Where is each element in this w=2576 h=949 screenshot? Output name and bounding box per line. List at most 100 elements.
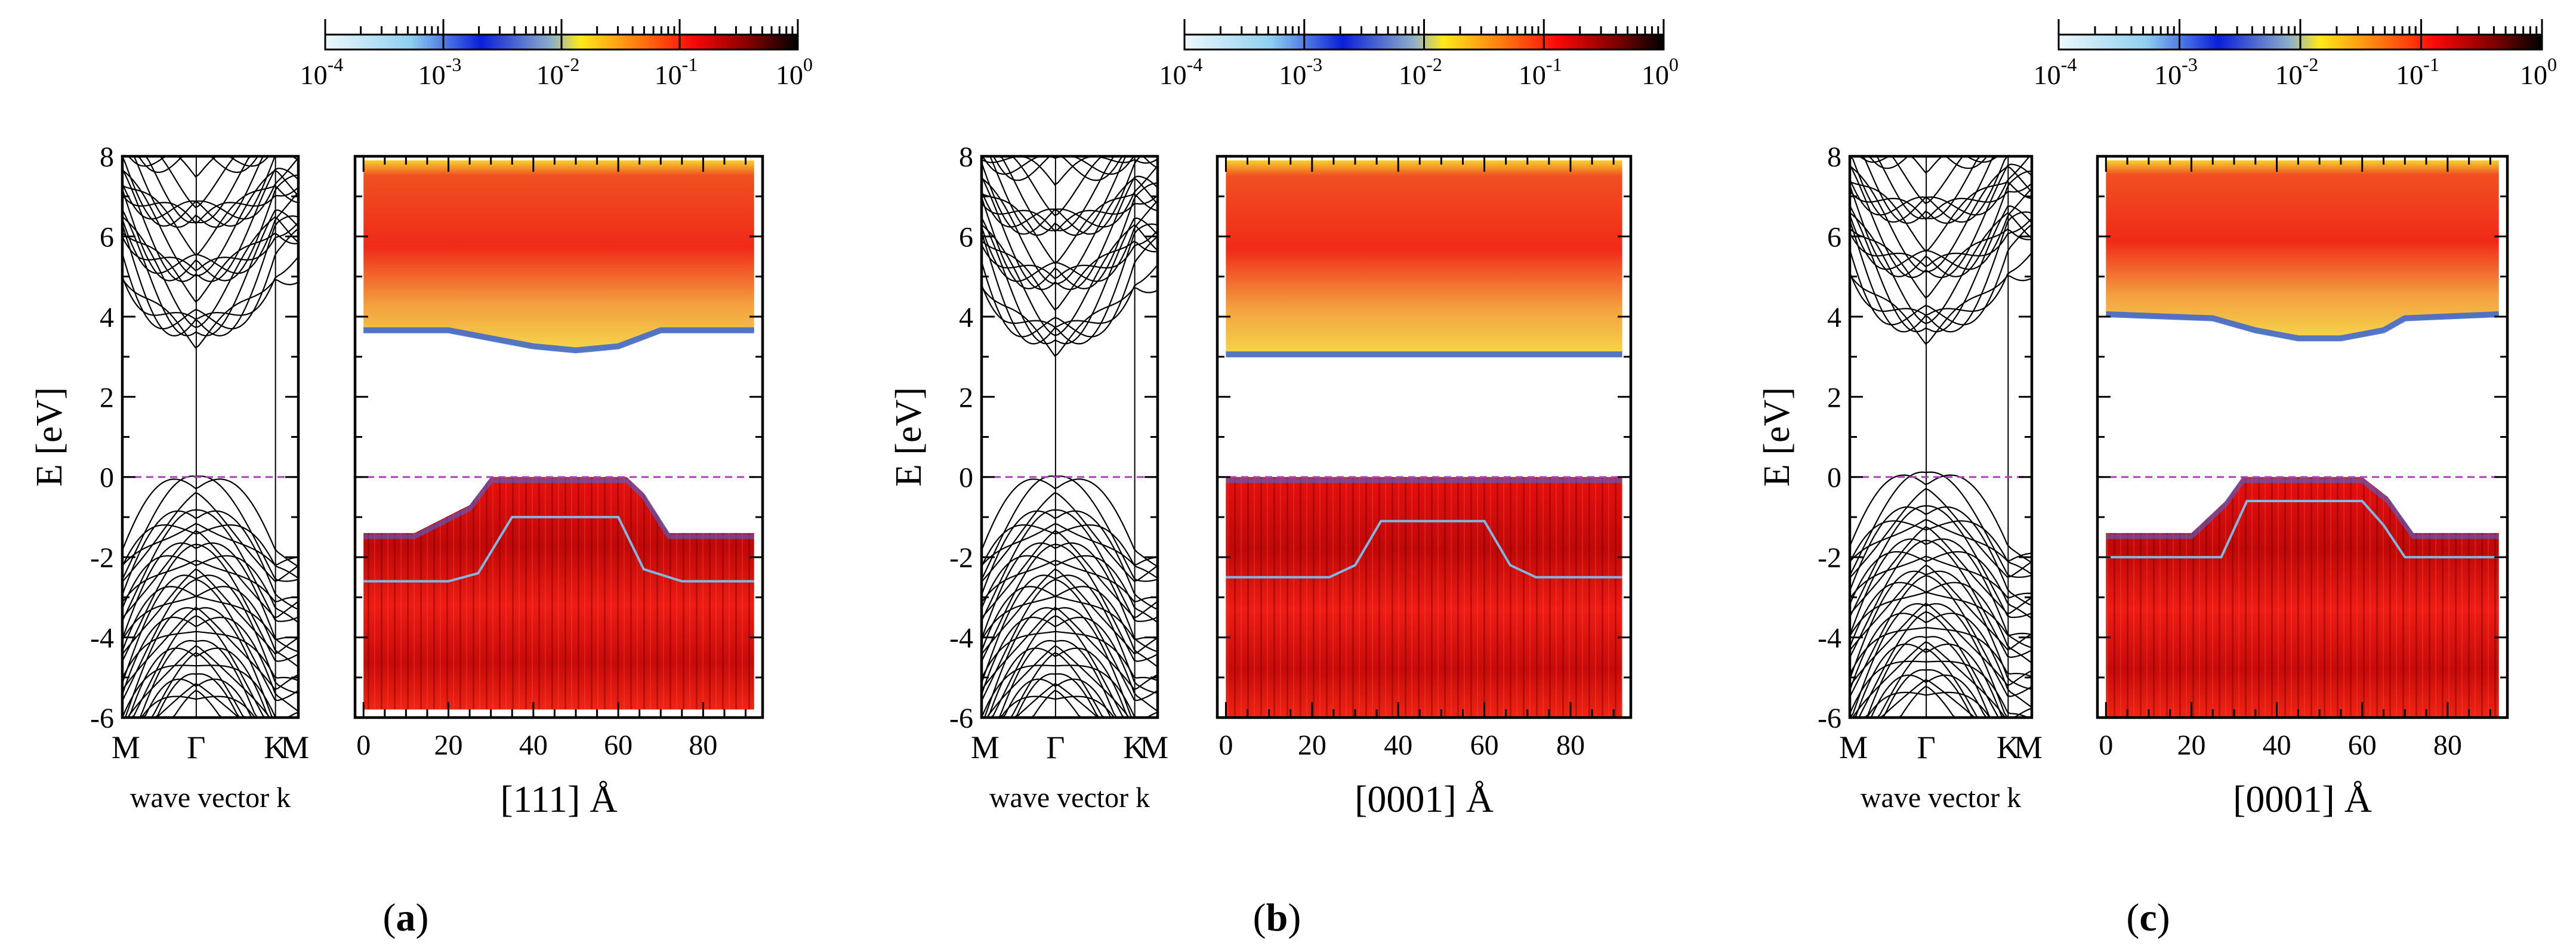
y-tick-label: -6 [949,703,973,734]
valence-band-line [122,524,299,579]
y-tick-label: -2 [1818,542,1841,574]
valence-band-line [1849,539,2032,659]
x-tick-label: 20 [434,729,463,761]
valence-band-line [122,683,298,719]
conduction-band-line [1849,211,2032,333]
kpoint-label: M [2014,729,2043,765]
x-tick-label: 0 [1218,729,1233,761]
valence-band-line [1849,551,2032,619]
y-tick-label: -2 [90,542,114,574]
valence-band-line [1849,518,2032,562]
colorbar-tick-label: 10-3 [1279,54,1322,90]
conduction-band-line [981,224,1158,336]
conduction-band-line [980,155,1158,235]
conduction-band-line [982,155,1158,231]
x-tick-label: 0 [356,729,371,761]
valence-band-line [1849,488,2032,579]
valence-band-line [981,543,1158,662]
valence-band-line [981,524,1158,579]
band-edge-profile-line [363,515,754,583]
kpoint-label: M [1140,729,1168,765]
valence-edge-states [2106,478,2499,539]
colorbar: 10-4 10-3 10-2 10-1 100 [300,19,813,90]
valence-band-line [980,510,1158,610]
conduction-band-line [980,182,1158,290]
valence-band-line [122,491,299,583]
valence-band-line [981,509,1158,622]
conduction-band-line [122,216,299,329]
y-tick-label: 8 [1827,141,1841,173]
kpoint-label: M [280,729,309,765]
colorbar-tick-label: 10-1 [2396,54,2439,90]
conduction-band-line [1849,188,2032,270]
conduction-band-line [981,177,1158,285]
valence-band-line [981,475,1158,582]
valence-band-line [122,695,298,719]
y-tick-label: -4 [949,623,973,654]
valence-band-line [980,542,1158,653]
valence-band-line [1849,474,2032,563]
band-edge-profile-line [2106,500,2499,559]
kpoint-label: K [264,729,287,765]
kpoint-label: Γ [1046,729,1065,765]
y-tick-label: -4 [1818,623,1841,654]
valence-band-line [1849,564,2032,651]
band-x-axis-label: wave vector k [1861,782,2021,814]
y-tick-label: 6 [100,221,114,253]
valence-band-line [122,607,298,719]
conduction-band-line [121,256,299,320]
x-tick-label: 40 [2263,729,2291,761]
y-tick-label: -6 [1818,703,1841,734]
conduction-band-line [1849,163,2032,279]
valence-band-line [1849,506,2032,607]
ldos-map: 0 20 40 60 80 [0001] Å [2096,154,2509,820]
y-tick-label: -6 [90,703,114,734]
valence-band-line [121,616,299,712]
kpoint-label: M [971,729,999,765]
valence-band-line [121,542,299,653]
conduction-band-line [1849,170,2032,277]
valence-band-line [122,475,299,582]
y-tick-label: 4 [959,302,973,333]
conduction-band-line [122,168,299,283]
conduction-band-line [121,155,298,227]
valence-band-line [122,568,299,655]
conduction-band-line [981,194,1158,233]
x-axis-label: [0001] Å [2233,778,2372,820]
valence-band-line [982,695,1158,719]
ldos-map: 0 20 40 60 80 [111] Å [353,154,764,820]
ldos-map: 0 20 40 60 80 [0001] Å [1215,154,1633,820]
colorbar: 10-4 10-3 10-2 10-1 100 [1159,19,1679,90]
x-tick-label: 80 [2433,729,2462,761]
conduction-band-line [981,156,1158,186]
valence-band-line [980,478,1158,567]
y-tick-label: 6 [1827,221,1841,253]
conduction-band-line [122,169,299,277]
y-tick-label: 2 [100,382,114,413]
kpoint-label: Γ [1917,729,1935,765]
band-x-axis-label: wave vector k [130,782,291,814]
y-tick-label: 4 [100,302,114,333]
colorbar: 10-4 10-3 10-2 10-1 100 [2034,19,2557,90]
conduction-edge-states [363,327,754,354]
conduction-band-line [121,192,299,274]
panel-label: (c) [2126,896,2170,939]
conduction-band-line [981,175,1158,290]
valence-band-line [122,630,299,682]
band-plot-frame [1848,154,2034,719]
valence-band-line [1850,669,2032,719]
y-axis-label: E [eV] [889,387,929,487]
band-x-axis-label: wave vector k [989,782,1150,814]
colorbar-tick-label: 10-1 [655,54,698,90]
valence-band-line [1849,626,2032,678]
x-tick-label: 40 [519,729,548,761]
y-tick-label: 2 [959,382,973,413]
colorbar-tick-label: 10-4 [1159,54,1203,90]
panel-label: (b) [1253,896,1301,939]
conduction-band-line [121,228,299,330]
valence-band-line [122,579,299,701]
